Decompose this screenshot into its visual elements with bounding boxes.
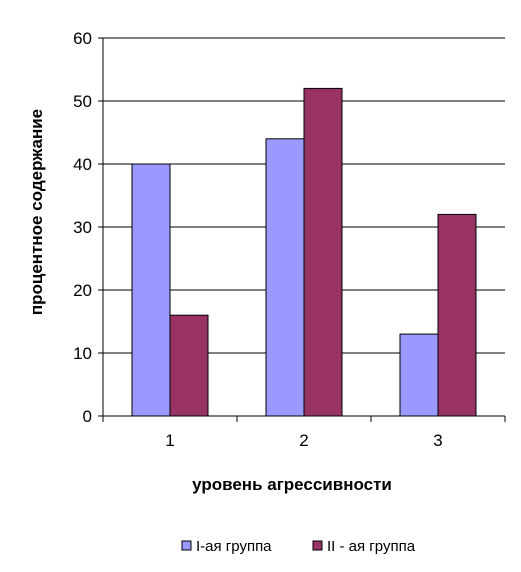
- x-axis-title: уровень агрессивности: [192, 475, 392, 494]
- legend-label-series2: II - ая группа: [327, 538, 416, 555]
- bar-series1-cat1: [131, 163, 171, 417]
- x-tick-label: 1: [165, 431, 174, 450]
- y-tick-labels: 0 10 20 30 40 50 60: [73, 29, 92, 426]
- y-tick-label: 20: [73, 281, 92, 300]
- y-axis-title: процентное содержание: [27, 109, 46, 315]
- bar-series2-cat2: [303, 87, 343, 417]
- legend-swatch-series1: [181, 540, 192, 551]
- y-tick-label: 60: [73, 29, 92, 48]
- y-tick-label: 30: [73, 218, 92, 237]
- y-tick-label: 50: [73, 92, 92, 111]
- x-tick-label: 3: [433, 431, 442, 450]
- y-tick-label: 10: [73, 344, 92, 363]
- bar-series1-cat3: [399, 333, 439, 417]
- bar-series1-cat2: [265, 138, 305, 417]
- y-tick-label: 40: [73, 155, 92, 174]
- bar-series2-cat1: [169, 314, 209, 417]
- legend-swatch-series2: [312, 540, 323, 551]
- legend: I-ая группа II - ая группа: [181, 538, 416, 555]
- bar-series2-cat3: [437, 213, 477, 417]
- x-tick-label: 2: [299, 431, 308, 450]
- axes: [98, 37, 506, 422]
- y-tick-label: 0: [83, 407, 92, 426]
- x-tick-labels: 1 2 3: [165, 431, 442, 450]
- legend-label-series1: I-ая группа: [196, 538, 272, 555]
- bars: [131, 87, 477, 417]
